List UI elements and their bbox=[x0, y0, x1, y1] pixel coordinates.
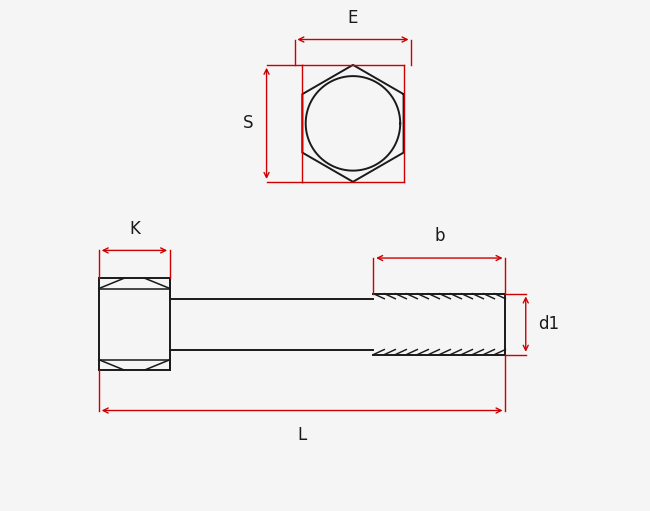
Text: E: E bbox=[348, 9, 358, 27]
Text: d1: d1 bbox=[538, 315, 560, 333]
Text: K: K bbox=[129, 220, 140, 238]
Text: b: b bbox=[434, 227, 445, 245]
Text: S: S bbox=[243, 114, 254, 132]
Text: L: L bbox=[298, 426, 307, 444]
